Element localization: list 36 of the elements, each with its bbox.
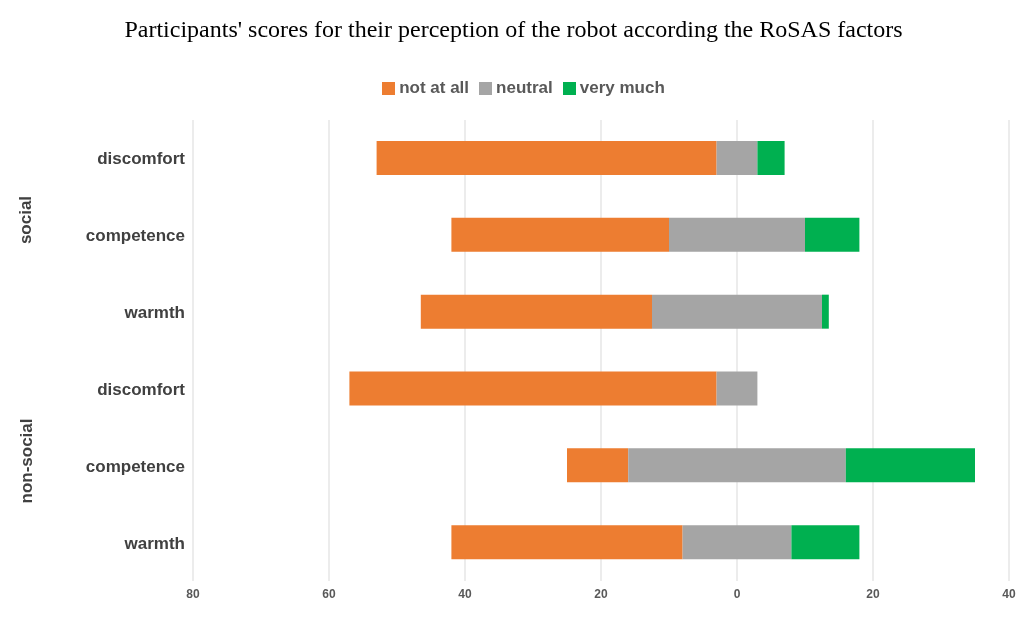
y-tick-label: discomfort [97, 149, 186, 169]
x-tick-label: 40 [458, 586, 472, 601]
bar [845, 448, 975, 483]
legend-label: not at all [399, 78, 470, 97]
x-tick-label: 0 [733, 586, 741, 601]
bar [757, 141, 785, 175]
text: social [16, 196, 36, 245]
y-tick-label: warmth [123, 533, 185, 553]
bar [669, 217, 805, 252]
x-tick-label: 40 [1002, 586, 1016, 601]
x-tick-label: 20 [866, 586, 880, 601]
x-tick-label: 80 [186, 586, 200, 601]
bar [822, 294, 829, 329]
y-tick-label: competence [85, 456, 185, 476]
legend-label: very much [579, 78, 665, 97]
x-tick-label: 20 [594, 586, 608, 601]
bar [628, 448, 846, 483]
bar [567, 448, 629, 483]
legend-label: neutral [496, 78, 553, 97]
bar [420, 294, 652, 329]
y-tick-label: warmth [123, 303, 185, 323]
bar [349, 371, 717, 406]
chart-title: Participants' scores for their perception of the robot according the RoSAS factors [123, 16, 904, 43]
bar [376, 141, 717, 175]
bar [805, 217, 860, 252]
text: non-social [16, 418, 36, 504]
bar [451, 217, 669, 252]
y-tick-label: discomfort [97, 379, 186, 399]
bar [682, 525, 792, 560]
bar [791, 525, 860, 560]
x-tick-label: 60 [322, 586, 336, 601]
y-tick-label: competence [85, 226, 185, 246]
bar [716, 371, 758, 406]
bar [716, 141, 758, 175]
bar [652, 294, 822, 329]
bar [451, 525, 683, 560]
